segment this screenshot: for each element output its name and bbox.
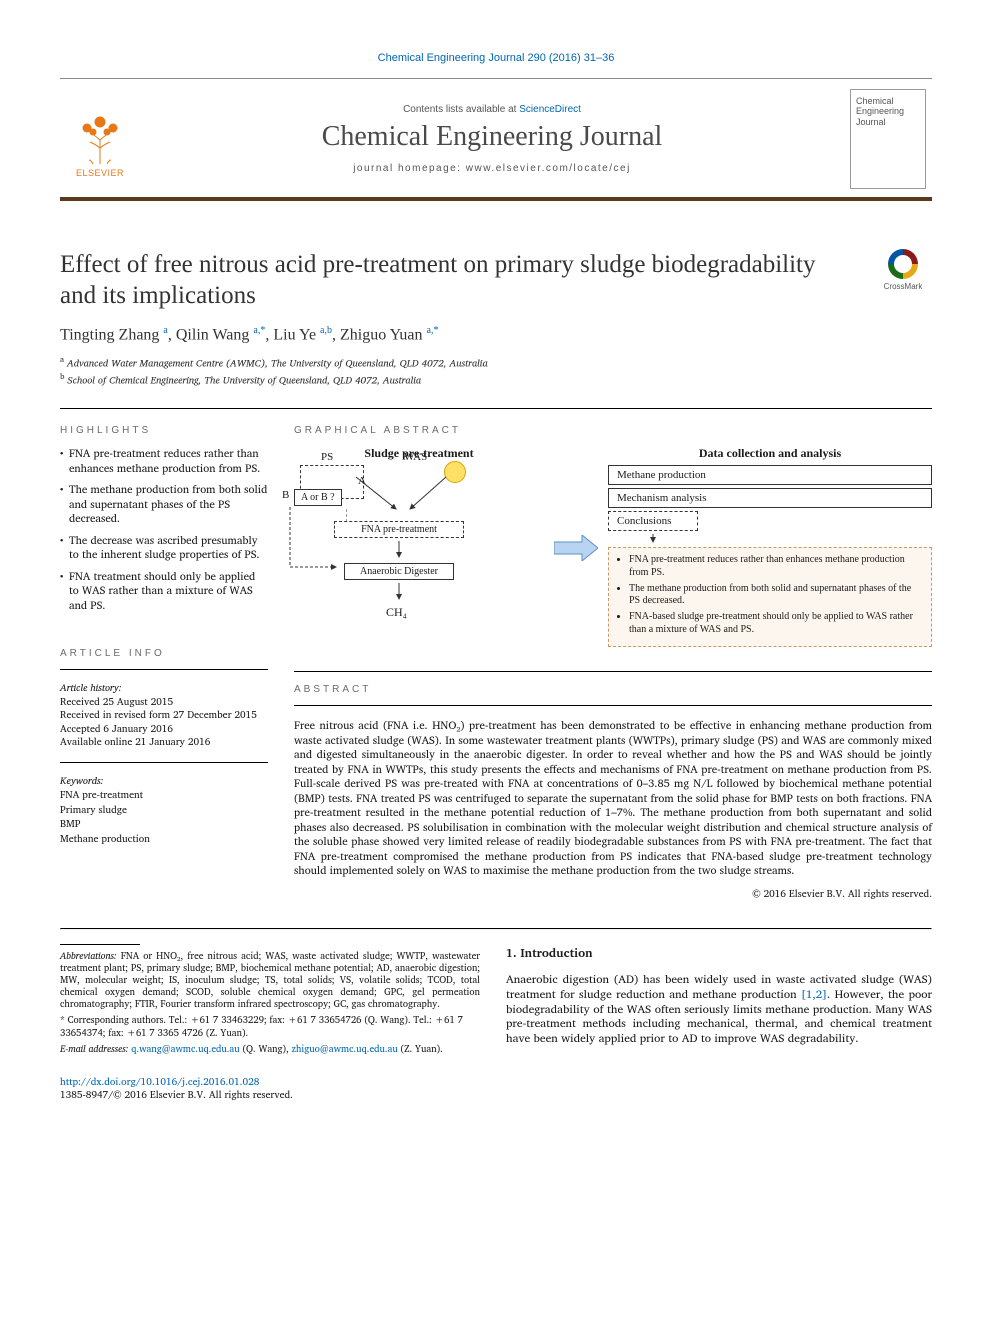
affiliation-b: b School of Chemical Engineering, The Un… xyxy=(60,371,932,388)
doi-block: http://dx.doi.org/10.1016/j.cej.2016.01.… xyxy=(60,1076,480,1103)
article-info-divider xyxy=(60,669,268,670)
copyright-line: © 2016 Elsevier B.V. All rights reserved… xyxy=(294,886,932,902)
affiliation-a: a Advanced Water Management Centre (AWMC… xyxy=(60,354,932,371)
ga-conclusion-item: The methane production from both solid a… xyxy=(629,583,923,609)
keyword: FNA pre-treatment xyxy=(60,788,268,803)
corresponding-authors: * Corresponding authors. Tel.: +61 7 334… xyxy=(60,1015,480,1039)
email-who-2: (Z. Yuan). xyxy=(398,1042,443,1057)
ga-methane-box: Methane production xyxy=(608,465,932,485)
abstract-under-divider xyxy=(294,705,932,706)
cover-title-text: Chemical Engineering Journal xyxy=(856,96,920,127)
ga-sludge-diagram: Sludge pre-treatment PS WAS A or B ? B A xyxy=(294,446,544,651)
graphical-abstract-heading: GRAPHICAL ABSTRACT xyxy=(294,425,932,436)
email-label: E-mail addresses: xyxy=(60,1042,128,1057)
elsevier-wordmark: ELSEVIER xyxy=(76,168,124,178)
abbrev-text: FNA or HNO₂, free nitrous acid; WAS, was… xyxy=(60,949,480,1013)
divider-top xyxy=(60,408,932,409)
journal-homepage: journal homepage: www.elsevier.com/locat… xyxy=(148,163,836,174)
keyword: Methane production xyxy=(60,832,268,847)
highlight-item: The methane production from both solid a… xyxy=(60,482,268,526)
ga-conclusion-item: FNA-based sludge pre-treatment should on… xyxy=(629,611,923,637)
keyword: BMP xyxy=(60,817,268,832)
email-line: E-mail addresses: q.wang@awmc.uq.edu.au … xyxy=(60,1044,480,1056)
abstract-text: Free nitrous acid (FNA i.e. HNO₂) pre-tr… xyxy=(294,718,932,878)
divider-bottom xyxy=(60,928,932,930)
citation-header: Chemical Engineering Journal 290 (2016) … xyxy=(60,52,932,64)
ga-b-path xyxy=(286,507,346,577)
article-title: Effect of free nitrous acid pre-treatmen… xyxy=(60,249,874,311)
ga-down-arrow-2 xyxy=(394,583,404,605)
footnote-rule xyxy=(60,944,140,945)
ga-conclusions-list: FNA pre-treatment reduces rather than en… xyxy=(608,547,932,647)
ga-mechanism-box: Mechanism analysis xyxy=(608,488,932,508)
crossmark-badge[interactable]: CrossMark xyxy=(874,249,932,291)
ga-conclusion-item: FNA pre-treatment reduces rather than en… xyxy=(629,554,923,580)
abbreviations-block: Abbreviations: FNA or HNO₂, free nitrous… xyxy=(60,951,480,1012)
contents-prefix: Contents lists available at xyxy=(403,104,519,115)
footer-notes: Abbreviations: FNA or HNO₂, free nitrous… xyxy=(60,944,480,1103)
issn-copyright: 1385-8947/© 2016 Elsevier B.V. All right… xyxy=(60,1087,293,1103)
ga-ps-label: PS xyxy=(318,451,336,463)
ga-right-title: Data collection and analysis xyxy=(608,446,932,461)
keyword: Primary sludge xyxy=(60,803,268,818)
ga-aorb-box: A or B ? xyxy=(294,489,342,506)
journal-title: Chemical Engineering Journal xyxy=(148,121,836,153)
ga-concl-arrow xyxy=(648,534,658,544)
email-who-1: (Q. Wang), xyxy=(240,1042,292,1057)
highlight-item: The decrease was ascribed presumably to … xyxy=(60,533,268,562)
crossmark-icon xyxy=(888,249,918,279)
email-link-1[interactable]: q.wang@awmc.uq.edu.au xyxy=(131,1042,239,1057)
article-info-heading: ARTICLE INFO xyxy=(60,648,268,659)
keywords-divider xyxy=(60,762,268,763)
journal-cover-thumbnail: Chemical Engineering Journal xyxy=(850,89,926,189)
crossmark-label: CrossMark xyxy=(884,282,923,291)
ga-fna-box: FNA pre-treatment xyxy=(334,521,464,538)
email-link-2[interactable]: zhiguo@awmc.uq.edu.au xyxy=(292,1042,398,1057)
highlights-heading: HIGHLIGHTS xyxy=(60,425,268,436)
highlight-item: FNA treatment should only be applied to … xyxy=(60,569,268,613)
highlights-list: FNA pre-treatment reduces rather than en… xyxy=(60,446,268,612)
sciencedirect-link[interactable]: ScienceDirect xyxy=(519,104,581,115)
intro-paragraph: Anaerobic digestion (AD) has been widely… xyxy=(506,973,932,1048)
ga-data-analysis: Data collection and analysis Methane pro… xyxy=(608,446,932,647)
ga-ch4-label: CH₄ xyxy=(386,605,407,620)
ga-was-label: WAS xyxy=(404,451,427,463)
graphical-abstract: Sludge pre-treatment PS WAS A or B ? B A xyxy=(294,446,932,651)
ga-big-arrow-icon xyxy=(554,535,598,561)
abstract-heading: ABSTRACT xyxy=(294,684,932,695)
journal-masthead: ELSEVIER Contents lists available at Sci… xyxy=(60,78,932,201)
intro-heading: 1. Introduction xyxy=(506,944,932,963)
elsevier-logo: ELSEVIER xyxy=(66,100,134,178)
elsevier-tree-icon xyxy=(75,110,125,166)
contents-available-line: Contents lists available at ScienceDirec… xyxy=(148,104,836,115)
keywords-block: Keywords: FNA pre-treatment Primary slud… xyxy=(60,775,268,847)
highlight-item: FNA pre-treatment reduces rather than en… xyxy=(60,446,268,475)
affiliations: a Advanced Water Management Centre (AWMC… xyxy=(60,354,932,388)
affiliation-b-text: School of Chemical Engineering, The Univ… xyxy=(67,372,421,388)
authors-line: Tingting Zhang a, Qilin Wang a,*, Liu Ye… xyxy=(60,325,932,344)
ga-down-arrow-1 xyxy=(394,541,404,563)
ga-digester-box: Anaerobic Digester xyxy=(344,563,454,580)
ga-arrows-svg xyxy=(346,469,456,529)
abstract-top-divider xyxy=(294,671,932,672)
ga-conclusions-box: Conclusions xyxy=(608,511,698,531)
ga-b-label: B xyxy=(282,489,289,501)
history-online: Available online 21 January 2016 xyxy=(60,734,210,750)
article-history: Article history: Received 25 August 2015… xyxy=(60,682,268,750)
affiliation-a-text: Advanced Water Management Centre (AWMC),… xyxy=(67,356,488,372)
